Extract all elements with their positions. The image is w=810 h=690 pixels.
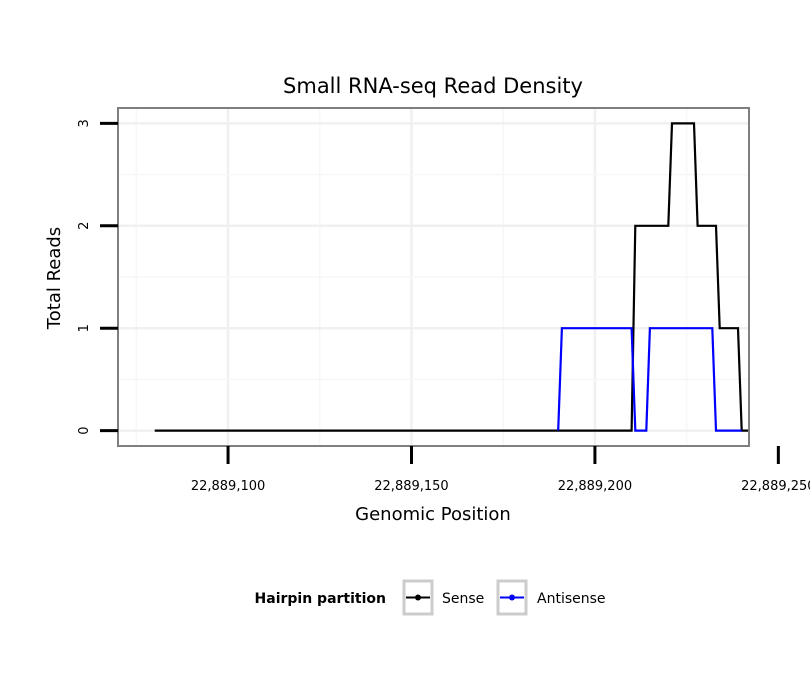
x-tick-label: 22,889,150 [374, 479, 448, 494]
legend-item-sense: Sense [402, 579, 484, 616]
y-axis: 0 1 2 3 [77, 119, 118, 435]
series-line-sense [154, 122, 749, 432]
legend-label-antisense: Antisense [537, 591, 606, 607]
x-tick-label: 22,889,250 [741, 479, 810, 494]
chart-title: Small RNA-seq Read Density [283, 74, 583, 98]
y-tick-label: 0 [77, 426, 92, 434]
y-axis-label: Total Reads [44, 227, 65, 330]
x-axis: 22,889,100 22,889,150 22,889,200 22,889,250 [191, 446, 810, 494]
legend-dot-sense [415, 594, 421, 601]
x-tick-label: 22,889,100 [191, 479, 265, 494]
y-tick-label: 1 [77, 324, 92, 332]
x-tick-label: 22,889,200 [558, 479, 632, 494]
legend-item-antisense: Antisense [496, 579, 606, 616]
series-line-antisense [557, 327, 742, 432]
legend: Hairpin partition Sense Antisense [255, 579, 606, 616]
y-tick-label: 3 [77, 119, 92, 127]
legend-dot-antisense [509, 594, 515, 601]
legend-title: Hairpin partition [255, 591, 386, 607]
legend-label-sense: Sense [442, 591, 484, 607]
series-lines [154, 122, 749, 432]
y-tick-label: 2 [77, 222, 92, 230]
x-axis-label: Genomic Position [355, 504, 511, 525]
plot-border [117, 107, 750, 447]
